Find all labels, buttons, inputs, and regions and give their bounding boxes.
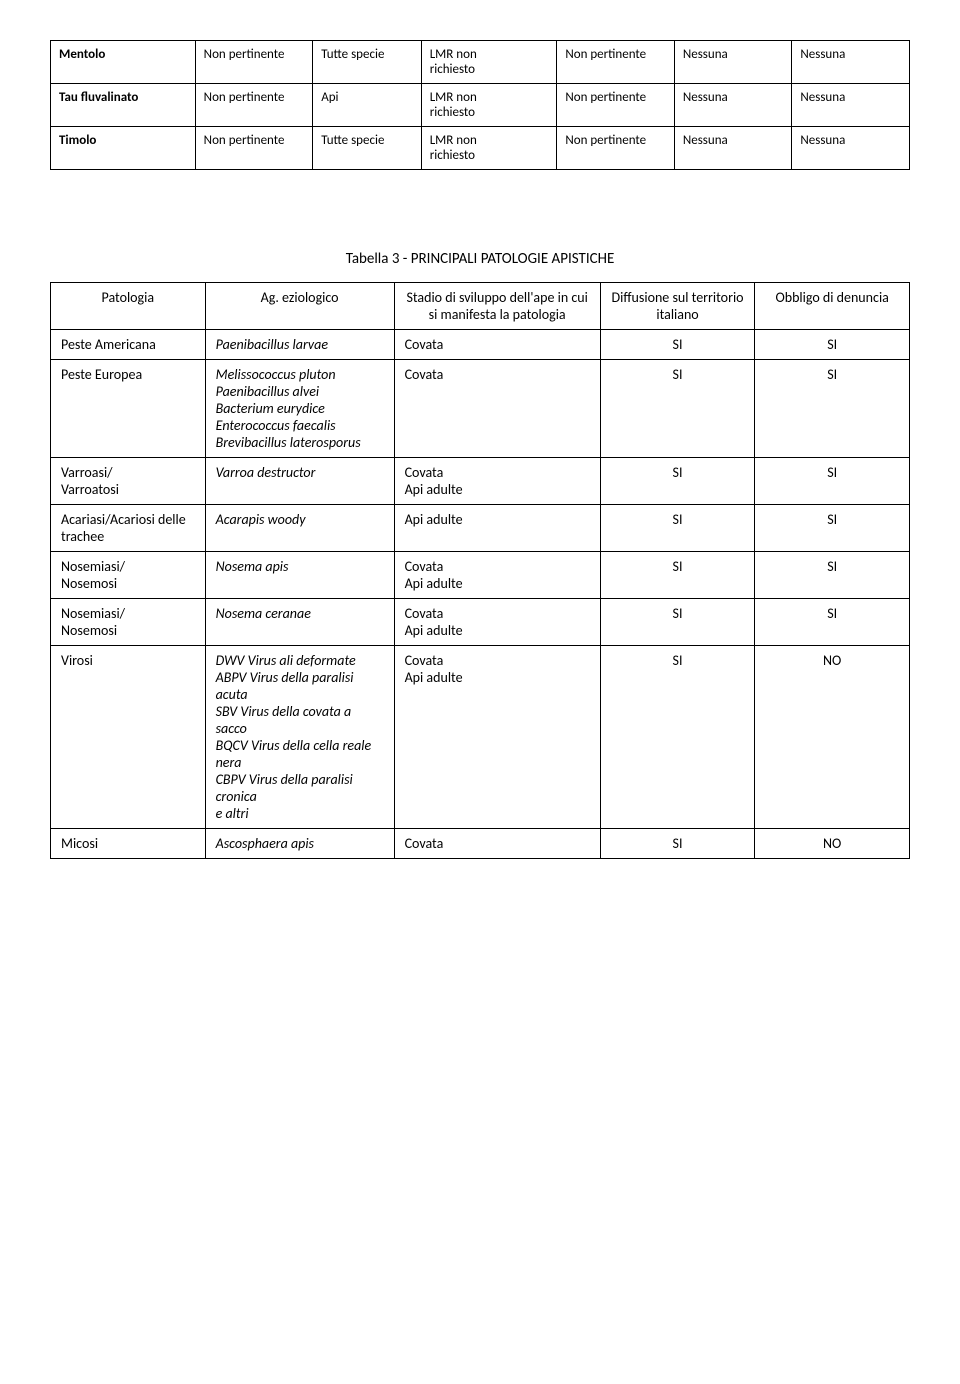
substance-col3: Api xyxy=(313,84,422,127)
pathology-obligation: NO xyxy=(755,646,910,829)
substance-row: TimoloNon pertinenteTutte specieLMR non … xyxy=(51,127,910,170)
pathology-row: Nosemiasi/ NosemosiNosema ceranaeCovata … xyxy=(51,599,910,646)
pathologies-header-row: Patologia Ag. eziologico Stadio di svilu… xyxy=(51,283,910,330)
substance-col5: Non pertinente xyxy=(557,41,675,84)
pathology-stage: Covata Api adulte xyxy=(394,599,600,646)
pathology-name: Varroasi/ Varroatosi xyxy=(51,458,206,505)
substances-table: MentoloNon pertinenteTutte specieLMR non… xyxy=(50,40,910,170)
pathology-obligation: SI xyxy=(755,552,910,599)
pathology-row: MicosiAscosphaera apisCovataSINO xyxy=(51,829,910,859)
pathology-stage: Covata xyxy=(394,829,600,859)
pathologies-table-title: Tabella 3 - PRINCIPALI PATOLOGIE APISTIC… xyxy=(50,250,910,268)
substance-col6: Nessuna xyxy=(674,127,792,170)
pathology-obligation: SI xyxy=(755,330,910,360)
pathology-diffusion: SI xyxy=(600,552,755,599)
substance-row: Tau fluvalinatoNon pertinenteApiLMR non … xyxy=(51,84,910,127)
pathology-row: Nosemiasi/ NosemosiNosema apisCovata Api… xyxy=(51,552,910,599)
pathology-agent: Melissococcus pluton Paenibacillus alvei… xyxy=(205,360,394,458)
pathology-agent: Paenibacillus larvae xyxy=(205,330,394,360)
pathology-diffusion: SI xyxy=(600,330,755,360)
pathology-stage: Covata Api adulte xyxy=(394,646,600,829)
substance-col4: LMR non richiesto xyxy=(421,84,557,127)
pathologies-table-body: Patologia Ag. eziologico Stadio di svilu… xyxy=(51,283,910,859)
substance-row: MentoloNon pertinenteTutte specieLMR non… xyxy=(51,41,910,84)
pathology-name: Acariasi/Acariosi delle trachee xyxy=(51,505,206,552)
pathology-stage: Covata xyxy=(394,330,600,360)
substance-col2: Non pertinente xyxy=(195,127,313,170)
pathology-row: Varroasi/ VarroatosiVarroa destructorCov… xyxy=(51,458,910,505)
pathology-obligation: SI xyxy=(755,360,910,458)
pathology-agent: Varroa destructor xyxy=(205,458,394,505)
substance-name: Timolo xyxy=(51,127,196,170)
substance-col4: LMR non richiesto xyxy=(421,41,557,84)
substance-col7: Nessuna xyxy=(792,84,910,127)
pathology-diffusion: SI xyxy=(600,646,755,829)
pathology-diffusion: SI xyxy=(600,599,755,646)
header-stadio: Stadio di sviluppo dell'ape in cui si ma… xyxy=(394,283,600,330)
pathology-agent: Ascosphaera apis xyxy=(205,829,394,859)
substance-col3: Tutte specie xyxy=(313,41,422,84)
pathology-obligation: SI xyxy=(755,458,910,505)
substance-col7: Nessuna xyxy=(792,127,910,170)
pathology-row: Acariasi/Acariosi delle tracheeAcarapis … xyxy=(51,505,910,552)
pathology-diffusion: SI xyxy=(600,360,755,458)
pathology-agent: Nosema apis xyxy=(205,552,394,599)
pathology-row: Peste EuropeaMelissococcus pluton Paenib… xyxy=(51,360,910,458)
substance-col3: Tutte specie xyxy=(313,127,422,170)
pathology-obligation: SI xyxy=(755,599,910,646)
substance-col5: Non pertinente xyxy=(557,84,675,127)
header-diffusione: Diffusione sul territorio italiano xyxy=(600,283,755,330)
pathology-name: Peste Europea xyxy=(51,360,206,458)
pathology-diffusion: SI xyxy=(600,829,755,859)
pathology-obligation: SI xyxy=(755,505,910,552)
substance-col7: Nessuna xyxy=(792,41,910,84)
pathologies-table: Patologia Ag. eziologico Stadio di svilu… xyxy=(50,282,910,859)
substance-name: Tau fluvalinato xyxy=(51,84,196,127)
pathology-stage: Covata Api adulte xyxy=(394,552,600,599)
substance-col4: LMR non richiesto xyxy=(421,127,557,170)
substance-col2: Non pertinente xyxy=(195,41,313,84)
pathology-row: VirosiDWV Virus ali deformate ABPV Virus… xyxy=(51,646,910,829)
pathology-stage: Covata xyxy=(394,360,600,458)
substances-table-body: MentoloNon pertinenteTutte specieLMR non… xyxy=(51,41,910,170)
pathology-name: Peste Americana xyxy=(51,330,206,360)
header-obbligo: Obbligo di denuncia xyxy=(755,283,910,330)
pathology-agent: Nosema ceranae xyxy=(205,599,394,646)
pathology-stage: Covata Api adulte xyxy=(394,458,600,505)
substance-col2: Non pertinente xyxy=(195,84,313,127)
pathology-diffusion: SI xyxy=(600,458,755,505)
substance-col6: Nessuna xyxy=(674,84,792,127)
pathology-name: Nosemiasi/ Nosemosi xyxy=(51,552,206,599)
substance-col6: Nessuna xyxy=(674,41,792,84)
pathology-agent: Acarapis woody xyxy=(205,505,394,552)
header-patologia: Patologia xyxy=(51,283,206,330)
header-agente: Ag. eziologico xyxy=(205,283,394,330)
substance-col5: Non pertinente xyxy=(557,127,675,170)
pathology-agent: DWV Virus ali deformate ABPV Virus della… xyxy=(205,646,394,829)
pathology-row: Peste AmericanaPaenibacillus larvaeCovat… xyxy=(51,330,910,360)
pathology-name: Virosi xyxy=(51,646,206,829)
pathology-name: Nosemiasi/ Nosemosi xyxy=(51,599,206,646)
substance-name: Mentolo xyxy=(51,41,196,84)
pathology-stage: Api adulte xyxy=(394,505,600,552)
pathology-diffusion: SI xyxy=(600,505,755,552)
pathology-obligation: NO xyxy=(755,829,910,859)
pathology-name: Micosi xyxy=(51,829,206,859)
